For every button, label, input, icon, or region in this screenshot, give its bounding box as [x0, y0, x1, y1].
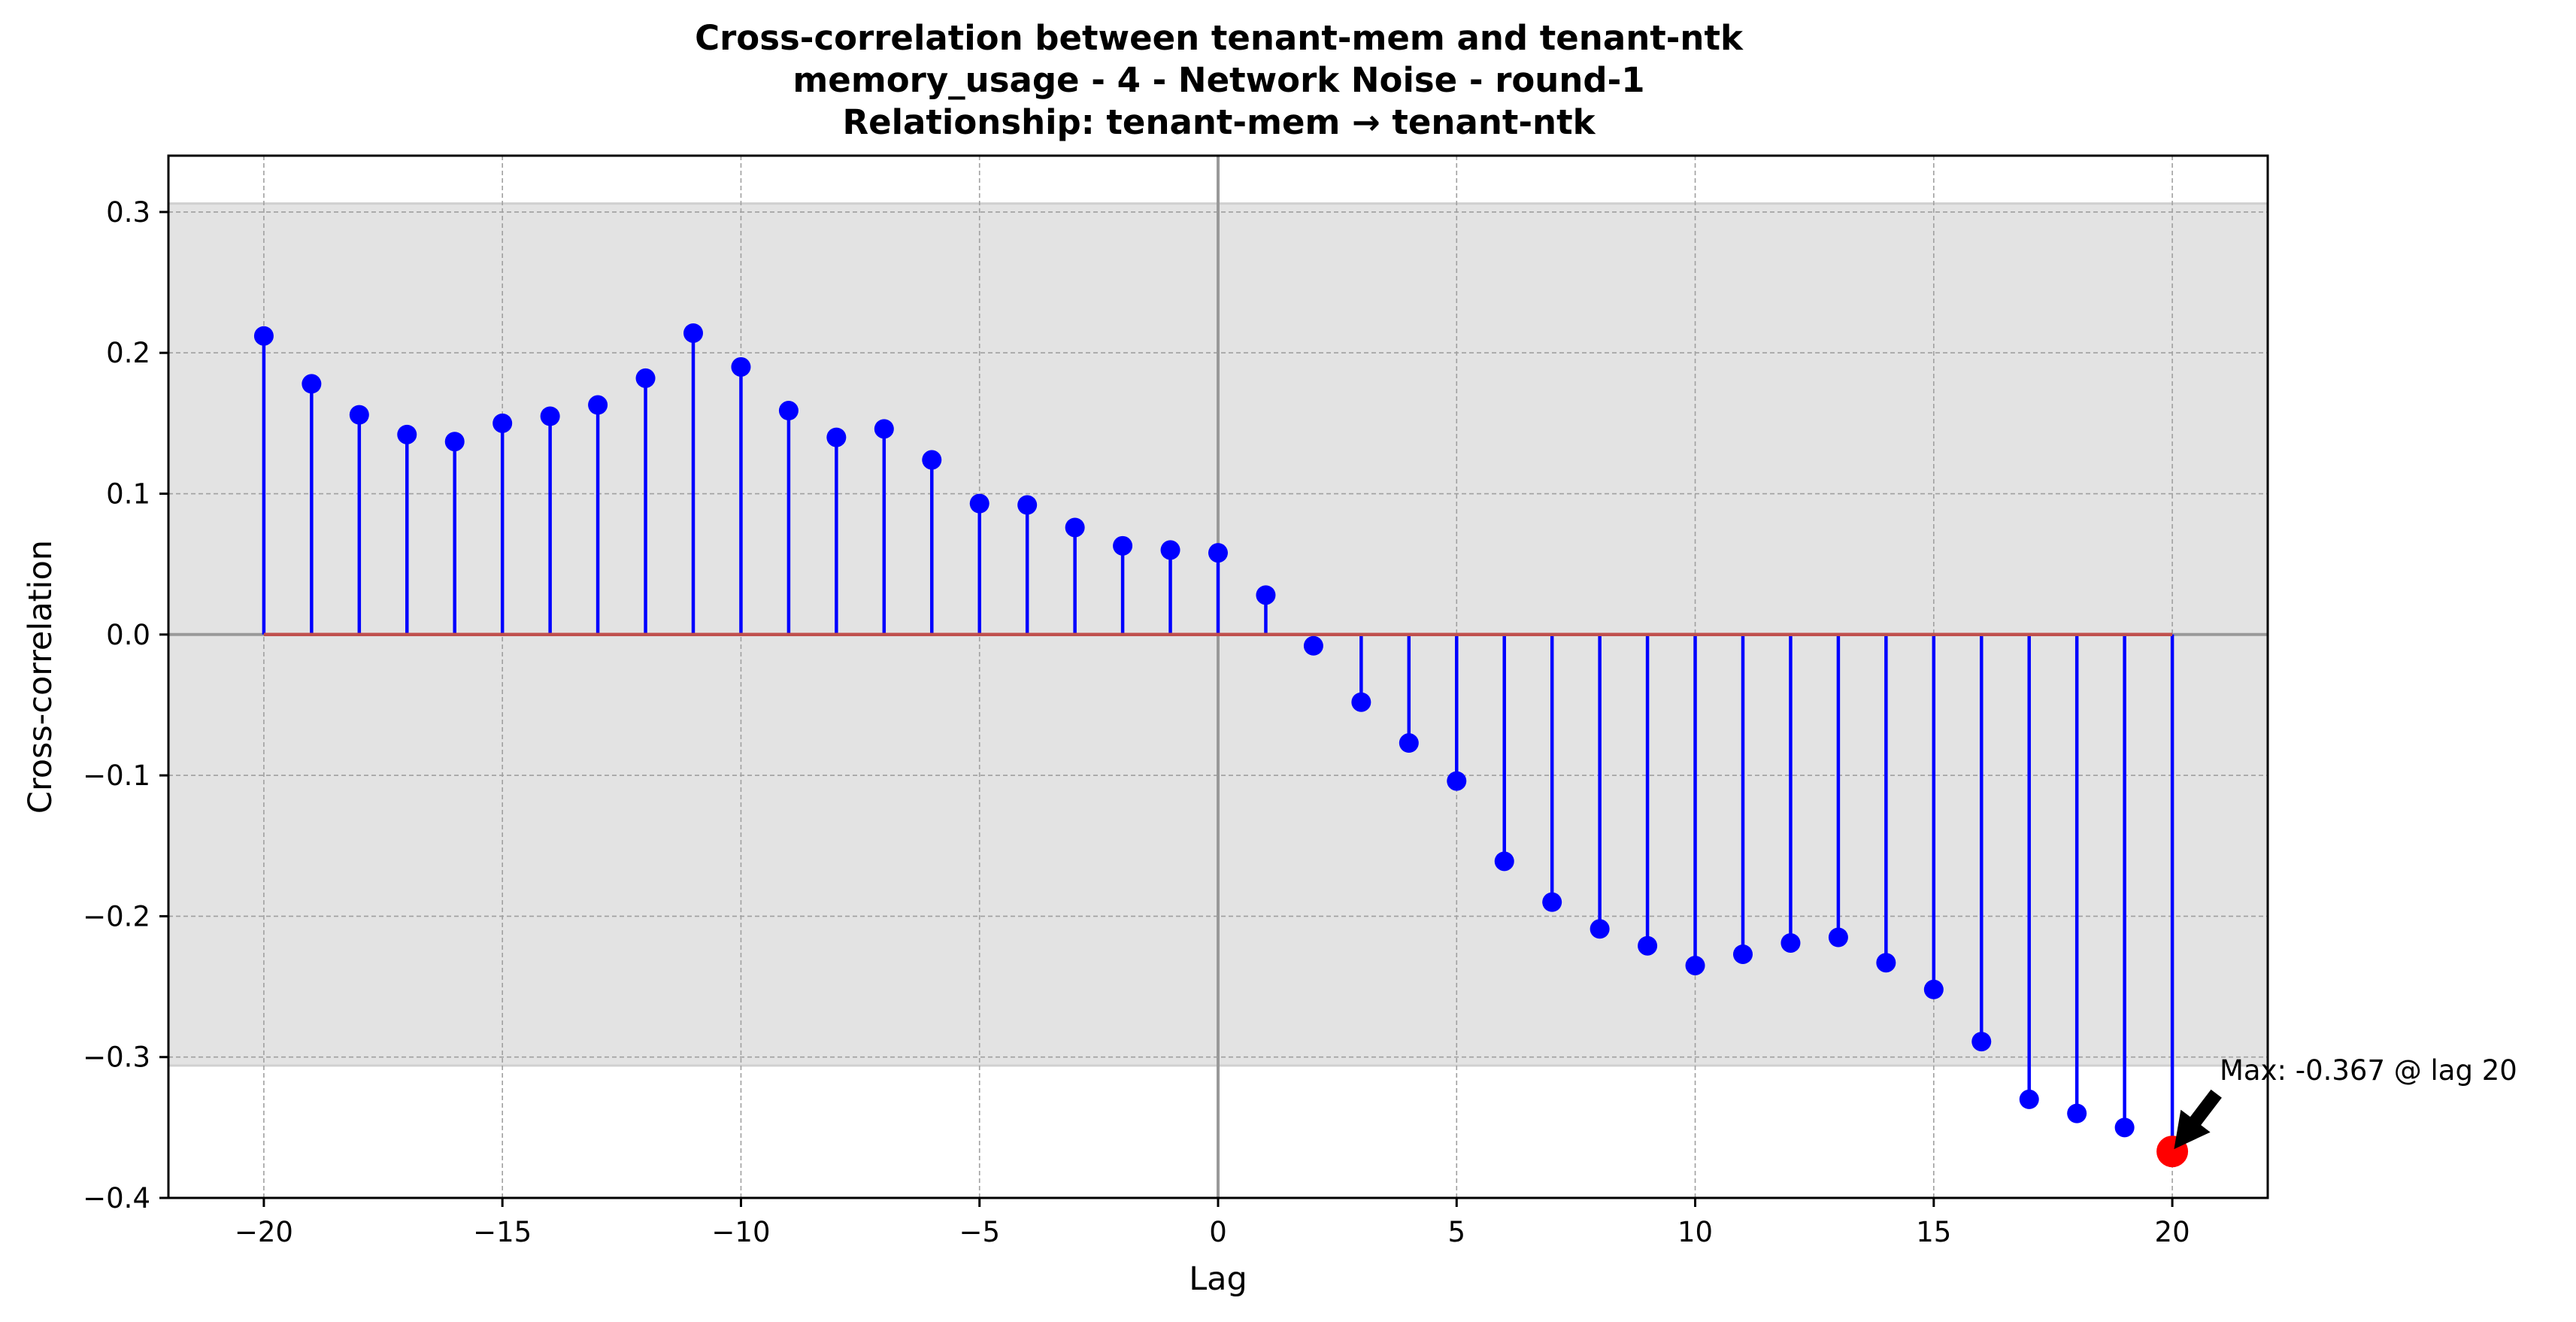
- chart-title-line-2: memory_usage - 4 - Network Noise - round…: [792, 60, 1644, 100]
- data-point: [253, 326, 274, 346]
- data-point: [2067, 1103, 2087, 1123]
- x-tick-label: −5: [959, 1216, 1000, 1248]
- data-point: [397, 424, 417, 444]
- data-point: [349, 405, 369, 425]
- data-point: [1733, 944, 1753, 964]
- data-point: [2019, 1089, 2039, 1109]
- data-point: [1208, 543, 1228, 563]
- data-point: [922, 450, 942, 470]
- data-point: [1923, 979, 1944, 999]
- data-point: [1399, 733, 1419, 753]
- x-tick-label: 15: [1916, 1216, 1951, 1248]
- stems: [262, 332, 2174, 1152]
- y-tick-label: 0.0: [106, 619, 150, 651]
- data-point: [588, 395, 608, 415]
- y-tick-label: 0.2: [106, 337, 150, 369]
- y-tick-label: −0.1: [83, 760, 150, 792]
- y-tick-label: 0.1: [106, 478, 150, 511]
- max-annotation-arrow: [2174, 1089, 2222, 1150]
- x-tick-label: 5: [1447, 1216, 1465, 1248]
- x-axis-label: Lag: [1189, 1260, 1247, 1298]
- y-tick-label: −0.2: [83, 900, 150, 932]
- data-point: [492, 413, 513, 433]
- data-point: [1017, 495, 1038, 515]
- y-axis-label: Cross-correlation: [22, 540, 59, 814]
- data-point: [1685, 955, 1705, 975]
- chart-title: Cross-correlation between tenant-mem and…: [695, 18, 1744, 142]
- x-tick-label: 20: [2155, 1216, 2190, 1248]
- data-point: [1447, 771, 1467, 791]
- chart-title-line-1: Cross-correlation between tenant-mem and…: [695, 18, 1744, 58]
- x-tick-label: −10: [711, 1216, 770, 1248]
- data-point: [444, 432, 465, 452]
- y-tick-label: −0.3: [83, 1042, 150, 1074]
- data-point: [1828, 927, 1848, 948]
- data-point: [874, 419, 894, 439]
- y-tick-label: −0.4: [83, 1182, 150, 1214]
- data-point: [1638, 935, 1658, 956]
- data-point: [1351, 692, 1371, 712]
- x-tick-label: −15: [473, 1216, 532, 1248]
- data-point: [826, 427, 847, 447]
- y-tick-label: 0.3: [106, 196, 150, 229]
- data-point: [2114, 1117, 2135, 1138]
- data-point: [969, 493, 989, 514]
- data-point: [302, 374, 322, 394]
- axis-ticks: −20 −15 −10 −5 0 5 10 15 20 −0.4 −0.3 −0.2 −0.1 0.0 0.…: [83, 196, 2190, 1248]
- max-annotation-layer: Max: -0.367 @ lag 20: [2174, 1054, 2517, 1150]
- data-point: [1256, 585, 1276, 605]
- data-point: [683, 323, 703, 343]
- chart-title-line-3: Relationship: tenant-mem → tenant-ntk: [842, 102, 1596, 142]
- data-point: [1542, 892, 1562, 912]
- data-point: [1494, 851, 1514, 872]
- max-annotation-text: Max: -0.367 @ lag 20: [2220, 1054, 2517, 1087]
- data-point: [1971, 1032, 1992, 1052]
- data-point: [540, 406, 560, 426]
- data-point: [1780, 932, 1801, 953]
- data-point: [1876, 953, 1896, 973]
- data-point: [1113, 535, 1133, 556]
- data-point: [778, 401, 799, 421]
- data-point: [731, 356, 751, 377]
- data-point: [635, 368, 656, 388]
- data-point: [1065, 517, 1085, 538]
- x-tick-label: 0: [1209, 1216, 1227, 1248]
- x-tick-label: −20: [235, 1216, 293, 1248]
- data-point: [1303, 635, 1323, 656]
- x-tick-label: 10: [1677, 1216, 1713, 1248]
- data-point: [1590, 919, 1610, 939]
- data-point: [1160, 540, 1180, 560]
